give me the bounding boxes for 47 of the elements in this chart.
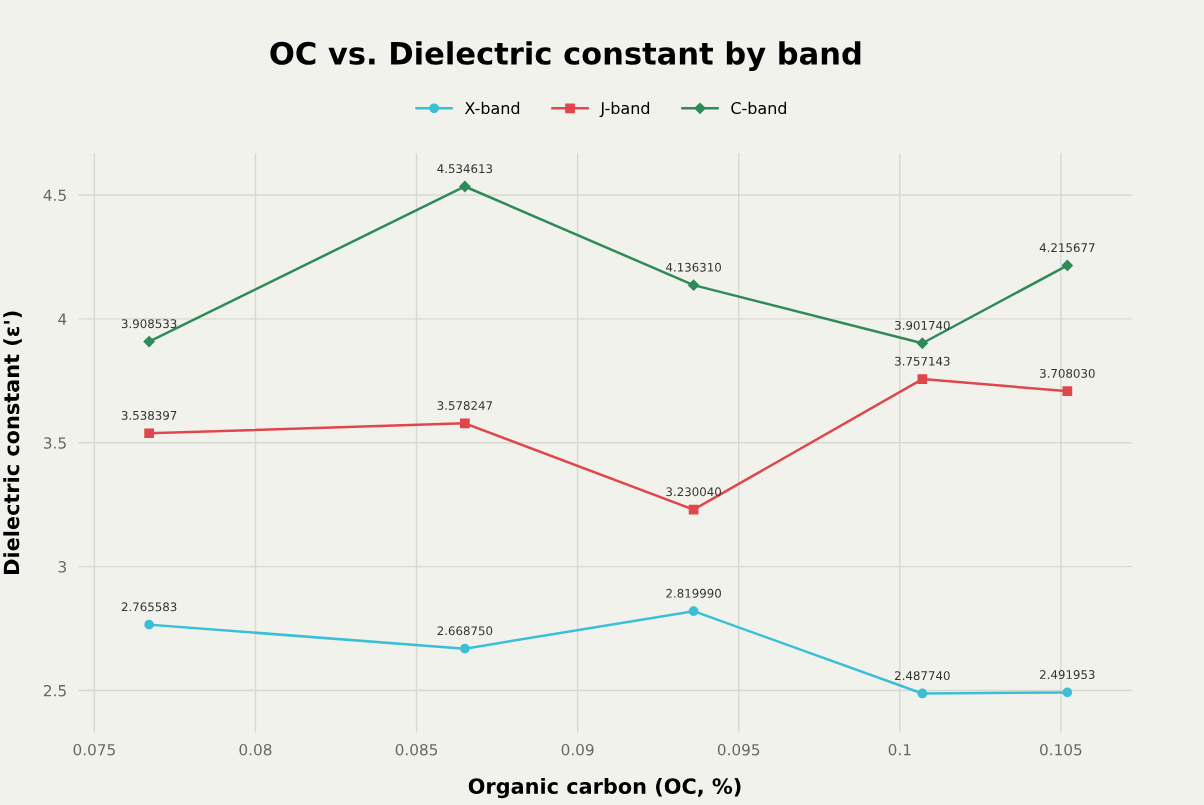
point [460,418,470,429]
data-label: 2.819990 [666,588,721,598]
point [688,279,700,291]
data-label: 3.757143 [895,356,950,366]
x-tick-label: 0.085 [395,743,438,756]
data-label: 3.708030 [1040,368,1095,378]
point [144,619,154,630]
chart-title: OC vs. Dielectric constant by band [270,41,861,71]
data-label: 4.136310 [666,262,721,272]
point [459,180,471,193]
data-label: 4.534613 [437,164,493,174]
point [144,428,154,439]
y-tick-label: 2.5 [43,684,66,697]
y-axis-title: Dielectric constant (ε') [3,311,22,574]
data-label: 2.487740 [895,671,950,681]
y-tick-label: 3 [58,561,66,573]
data-label: 2.668750 [437,626,493,636]
point [460,643,470,654]
x-tick-label: 0.105 [1040,743,1082,756]
x-axis-title: Organic carbon (OC, %) [468,777,741,799]
point [1061,259,1073,272]
data-label: 4.215677 [1039,243,1095,253]
data-label: 3.901740 [895,320,950,330]
x-tick-label: 0.075 [73,743,115,756]
point [917,374,928,384]
x-tick-label: 0.1 [888,743,911,756]
x-tick-label: 0.095 [717,743,760,756]
point [1062,386,1073,397]
point [1062,687,1073,698]
y-tick-label: 4.5 [43,189,66,202]
x-tick-label: 0.08 [239,743,272,756]
point [916,337,928,349]
legend-label: X-band [464,101,520,115]
data-label: 3.230040 [666,487,721,497]
data-label: 3.908533 [121,319,177,329]
data-label: 3.578247 [437,401,493,410]
y-tick-label: 3.5 [44,437,66,449]
legend-label: C-band [731,101,787,115]
data-label: 3.538397 [121,410,177,420]
point [143,335,155,348]
legend-label: J-band [599,101,650,118]
x-tick-label: 0.09 [561,743,594,756]
y-tick-label: 4 [58,313,67,325]
point [917,688,928,699]
point [688,606,699,617]
data-label: 2.491953 [1040,670,1095,680]
data-label: 2.765583 [121,602,177,612]
